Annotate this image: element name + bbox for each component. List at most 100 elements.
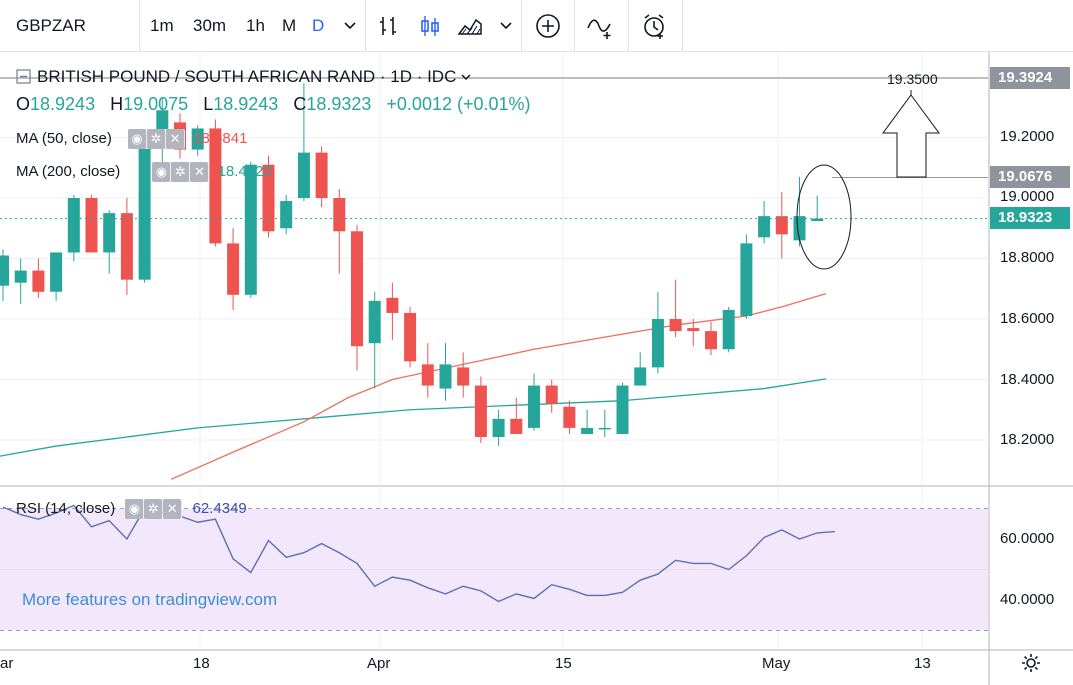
candle-body bbox=[351, 231, 363, 347]
area-chart-icon[interactable] bbox=[456, 12, 484, 40]
candle bbox=[103, 210, 116, 274]
ma200-line bbox=[0, 378, 827, 457]
close-icon[interactable]: ✕ bbox=[190, 162, 209, 182]
candle bbox=[85, 194, 98, 253]
change-value: +0.0012 (+0.01%) bbox=[386, 94, 531, 114]
rsi-value: 62.4349 bbox=[192, 499, 247, 517]
annotations bbox=[0, 77, 988, 270]
gear-icon[interactable]: ✲ bbox=[171, 162, 190, 182]
time-label: 15 bbox=[555, 655, 572, 672]
candle bbox=[297, 83, 310, 202]
candle bbox=[528, 373, 540, 431]
open-value: 18.9243 bbox=[30, 94, 96, 114]
add-compare-icon[interactable] bbox=[534, 12, 562, 40]
target-label: 19.3500 bbox=[887, 71, 938, 87]
candle-body bbox=[191, 128, 204, 150]
ma200-label: MA (200, close) bbox=[16, 162, 121, 180]
candle bbox=[333, 188, 346, 274]
ma50-legend: MA (50, close) ◉ ✲ ✕ 18.6841 bbox=[16, 129, 247, 149]
candle-body bbox=[14, 270, 27, 283]
ma50-value: 18.6841 bbox=[193, 129, 248, 147]
chevron-down-icon[interactable] bbox=[460, 72, 472, 82]
gear-icon[interactable]: ✲ bbox=[147, 129, 166, 149]
open-key: O bbox=[16, 94, 31, 114]
top-toolbar: GBPZAR 1m 30m 1h M D bbox=[0, 0, 1073, 52]
candle bbox=[32, 258, 45, 298]
candle bbox=[669, 279, 682, 338]
time-label: May bbox=[762, 655, 791, 672]
candle-body bbox=[439, 364, 452, 389]
rsi-tick: 60.0000 bbox=[1000, 530, 1055, 547]
time-label: 18 bbox=[193, 655, 210, 672]
alert-clock-icon[interactable] bbox=[640, 12, 668, 40]
chart-legend-title: BRITISH POUND / SOUTH AFRICAN RAND · 1D … bbox=[16, 67, 472, 87]
candle bbox=[581, 409, 594, 434]
settings-gear-icon[interactable] bbox=[1020, 652, 1042, 674]
candle-body bbox=[793, 216, 806, 241]
candle bbox=[634, 352, 647, 386]
series-title: BRITISH POUND / SOUTH AFRICAN RAND · 1D … bbox=[37, 67, 457, 86]
candle bbox=[50, 252, 63, 301]
close-icon[interactable]: ✕ bbox=[163, 499, 182, 519]
candle bbox=[191, 125, 204, 156]
ma200-value: 18.4022 bbox=[217, 162, 272, 180]
close-value: 18.9323 bbox=[306, 94, 372, 114]
price-tick: 19.2000 bbox=[1000, 128, 1055, 145]
bar-style-icon[interactable] bbox=[375, 12, 403, 40]
candle-body bbox=[616, 385, 629, 434]
interval-1m[interactable]: 1m bbox=[150, 16, 174, 35]
candle-body bbox=[138, 143, 151, 280]
candle bbox=[492, 409, 505, 447]
candle-body bbox=[227, 243, 240, 295]
tradingview-watermark[interactable]: More features on tradingview.com bbox=[22, 590, 278, 609]
rsi-pane bbox=[0, 504, 988, 631]
candle-body bbox=[368, 300, 381, 344]
candle-body bbox=[333, 198, 346, 232]
rsi-label: RSI (14, close) bbox=[16, 499, 116, 517]
candle-body bbox=[297, 152, 310, 198]
time-label: ar bbox=[0, 655, 14, 672]
gear-icon[interactable]: ✲ bbox=[144, 499, 163, 519]
candle-body bbox=[598, 427, 611, 430]
eye-icon[interactable]: ◉ bbox=[152, 162, 171, 182]
candle bbox=[598, 409, 611, 437]
close-icon[interactable]: ✕ bbox=[166, 129, 185, 149]
price-tick: 18.4000 bbox=[1000, 371, 1055, 388]
candle-body bbox=[315, 152, 328, 198]
candle bbox=[0, 249, 9, 301]
ma200-legend: MA (200, close) ◉ ✲ ✕ 18.4022 bbox=[16, 162, 272, 182]
ma200-line-path bbox=[0, 378, 827, 457]
candle bbox=[616, 382, 629, 434]
interval-30m[interactable]: 30m bbox=[193, 16, 227, 35]
interval-day[interactable]: D bbox=[312, 16, 325, 35]
eye-icon[interactable]: ◉ bbox=[128, 129, 147, 149]
candle-body bbox=[103, 213, 116, 253]
interval-month[interactable]: M bbox=[282, 16, 297, 35]
candle bbox=[386, 282, 399, 341]
interval-1h[interactable]: 1h bbox=[246, 16, 265, 35]
chart-canvas[interactable] bbox=[0, 52, 1073, 685]
symbol-search[interactable]: GBPZAR bbox=[0, 0, 140, 52]
eye-icon[interactable]: ◉ bbox=[125, 499, 144, 519]
candle bbox=[280, 194, 293, 235]
candle bbox=[775, 191, 788, 259]
candle-body bbox=[120, 213, 133, 280]
candle-body bbox=[740, 243, 753, 316]
price-tick: 18.6000 bbox=[1000, 310, 1055, 327]
candle bbox=[651, 291, 664, 374]
candle bbox=[722, 306, 735, 353]
candle bbox=[474, 376, 487, 444]
chevron-down-icon[interactable] bbox=[496, 14, 516, 38]
candles-icon[interactable] bbox=[416, 12, 444, 40]
indicators-icon[interactable] bbox=[586, 12, 614, 40]
candle-body bbox=[421, 364, 434, 386]
rsi-legend: RSI (14, close) ◉ ✲ ✕ 62.4349 bbox=[16, 499, 247, 519]
collapse-legend-icon[interactable] bbox=[16, 69, 31, 84]
ma50-label: MA (50, close) bbox=[16, 129, 112, 147]
ohlc-legend: O18.9243 H19.0075 L18.9243 C18.9323 +0.0… bbox=[16, 94, 531, 115]
candle-body bbox=[722, 309, 735, 350]
chevron-down-icon[interactable] bbox=[340, 14, 360, 38]
candle-body bbox=[563, 406, 576, 428]
candle-body bbox=[244, 164, 257, 295]
candle bbox=[421, 343, 434, 398]
